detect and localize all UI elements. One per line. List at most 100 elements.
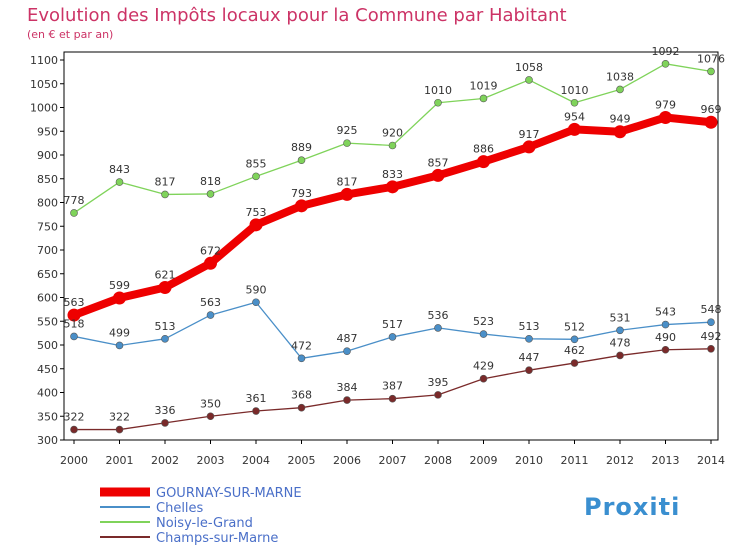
data-point	[431, 168, 445, 182]
data-label: 336	[155, 404, 176, 417]
data-label: 817	[155, 175, 176, 188]
series-gournay-sur-marne	[67, 110, 718, 322]
data-label: 490	[655, 331, 676, 344]
data-point	[659, 110, 672, 124]
data-point	[115, 425, 124, 434]
data-point	[477, 155, 490, 169]
legend-label: Chelles	[156, 501, 204, 516]
data-point	[67, 308, 81, 322]
data-label: 543	[655, 306, 676, 319]
data-label: 563	[64, 296, 85, 309]
data-point	[158, 281, 172, 295]
data-point	[388, 394, 397, 403]
x-tick-label: 2002	[151, 454, 179, 467]
data-label: 590	[246, 283, 267, 296]
data-label: 512	[564, 320, 585, 333]
y-tick-label: 750	[37, 220, 58, 233]
data-point	[252, 407, 260, 415]
data-point	[661, 320, 670, 329]
data-point	[206, 190, 215, 198]
data-point	[70, 209, 78, 217]
data-point	[479, 330, 488, 338]
data-point	[113, 291, 126, 305]
data-point	[252, 172, 260, 181]
chart-subtitle: (en € et par an)	[27, 28, 113, 41]
y-tick-label: 1000	[30, 102, 58, 115]
data-label: 322	[64, 411, 85, 424]
data-label: 949	[610, 113, 631, 126]
data-point	[522, 140, 536, 154]
data-point	[434, 391, 442, 399]
data-label: 1038	[606, 70, 634, 83]
data-point	[707, 318, 715, 327]
data-label: 778	[64, 194, 85, 207]
data-label: 462	[564, 344, 585, 357]
x-tick-label: 2000	[60, 454, 88, 467]
data-point	[340, 187, 354, 201]
data-label: 472	[291, 339, 312, 352]
x-tick-label: 2010	[515, 454, 543, 467]
x-tick-label: 2014	[697, 454, 725, 467]
data-label: 1019	[470, 79, 498, 92]
data-label: 920	[382, 127, 403, 140]
data-point	[616, 351, 624, 360]
x-tick-label: 2009	[470, 454, 498, 467]
series-champs-sur-marne	[70, 344, 715, 434]
data-label: 322	[109, 411, 130, 424]
data-label: 487	[337, 332, 358, 345]
x-tick-label: 2013	[652, 454, 680, 467]
data-point	[570, 335, 579, 344]
data-label: 833	[382, 168, 403, 181]
y-tick-label: 450	[37, 363, 58, 376]
data-label: 361	[246, 392, 267, 405]
data-point	[479, 94, 488, 103]
data-point	[297, 403, 306, 412]
y-tick-label: 700	[37, 244, 58, 257]
data-label: 889	[291, 141, 312, 154]
y-tick-label: 1100	[30, 54, 58, 67]
data-label: 513	[155, 320, 176, 333]
axes: 300 350 400 450 500 550 600 650 700 750 800 850 900 9…	[30, 51, 725, 467]
data-label: 548	[701, 303, 722, 316]
data-label: 818	[200, 175, 221, 188]
data-point	[297, 156, 306, 165]
data-point	[297, 354, 306, 363]
data-label: 517	[382, 318, 403, 331]
data-label: 855	[246, 157, 267, 170]
data-label: 368	[291, 389, 312, 402]
data-point	[707, 344, 715, 353]
data-point	[161, 190, 169, 199]
data-label: 925	[337, 124, 358, 137]
x-tick-label: 2008	[424, 454, 452, 467]
data-label: 954	[564, 110, 585, 123]
data-label: 513	[519, 320, 540, 333]
y-tick-label: 650	[37, 268, 58, 281]
data-label: 518	[64, 317, 85, 330]
data-point	[616, 85, 624, 94]
data-point	[70, 425, 78, 434]
data-label: 499	[109, 326, 130, 339]
x-tick-label: 2006	[333, 454, 361, 467]
y-tick-label: 600	[37, 292, 58, 305]
data-point	[252, 298, 260, 307]
data-point	[525, 366, 533, 374]
data-label: 1010	[561, 84, 589, 97]
data-point	[434, 324, 442, 332]
data-label: 536	[428, 309, 449, 322]
data-point	[343, 396, 351, 404]
data-point	[661, 59, 670, 68]
y-tick-label: 300	[37, 434, 58, 447]
series-noisy-le-grand	[70, 59, 715, 217]
data-label: 523	[473, 315, 494, 328]
series-layer	[67, 59, 718, 434]
data-point	[388, 333, 397, 341]
data-point	[206, 311, 215, 319]
data-label: 979	[655, 98, 676, 111]
legend: GOURNAY-SUR-MARNEChellesNoisy-le-GrandCh…	[100, 486, 302, 546]
data-label: 492	[701, 330, 722, 343]
data-point	[661, 345, 670, 354]
legend-label: GOURNAY-SUR-MARNE	[156, 486, 302, 501]
data-label: 886	[473, 143, 494, 156]
y-tick-label: 1050	[30, 78, 58, 91]
